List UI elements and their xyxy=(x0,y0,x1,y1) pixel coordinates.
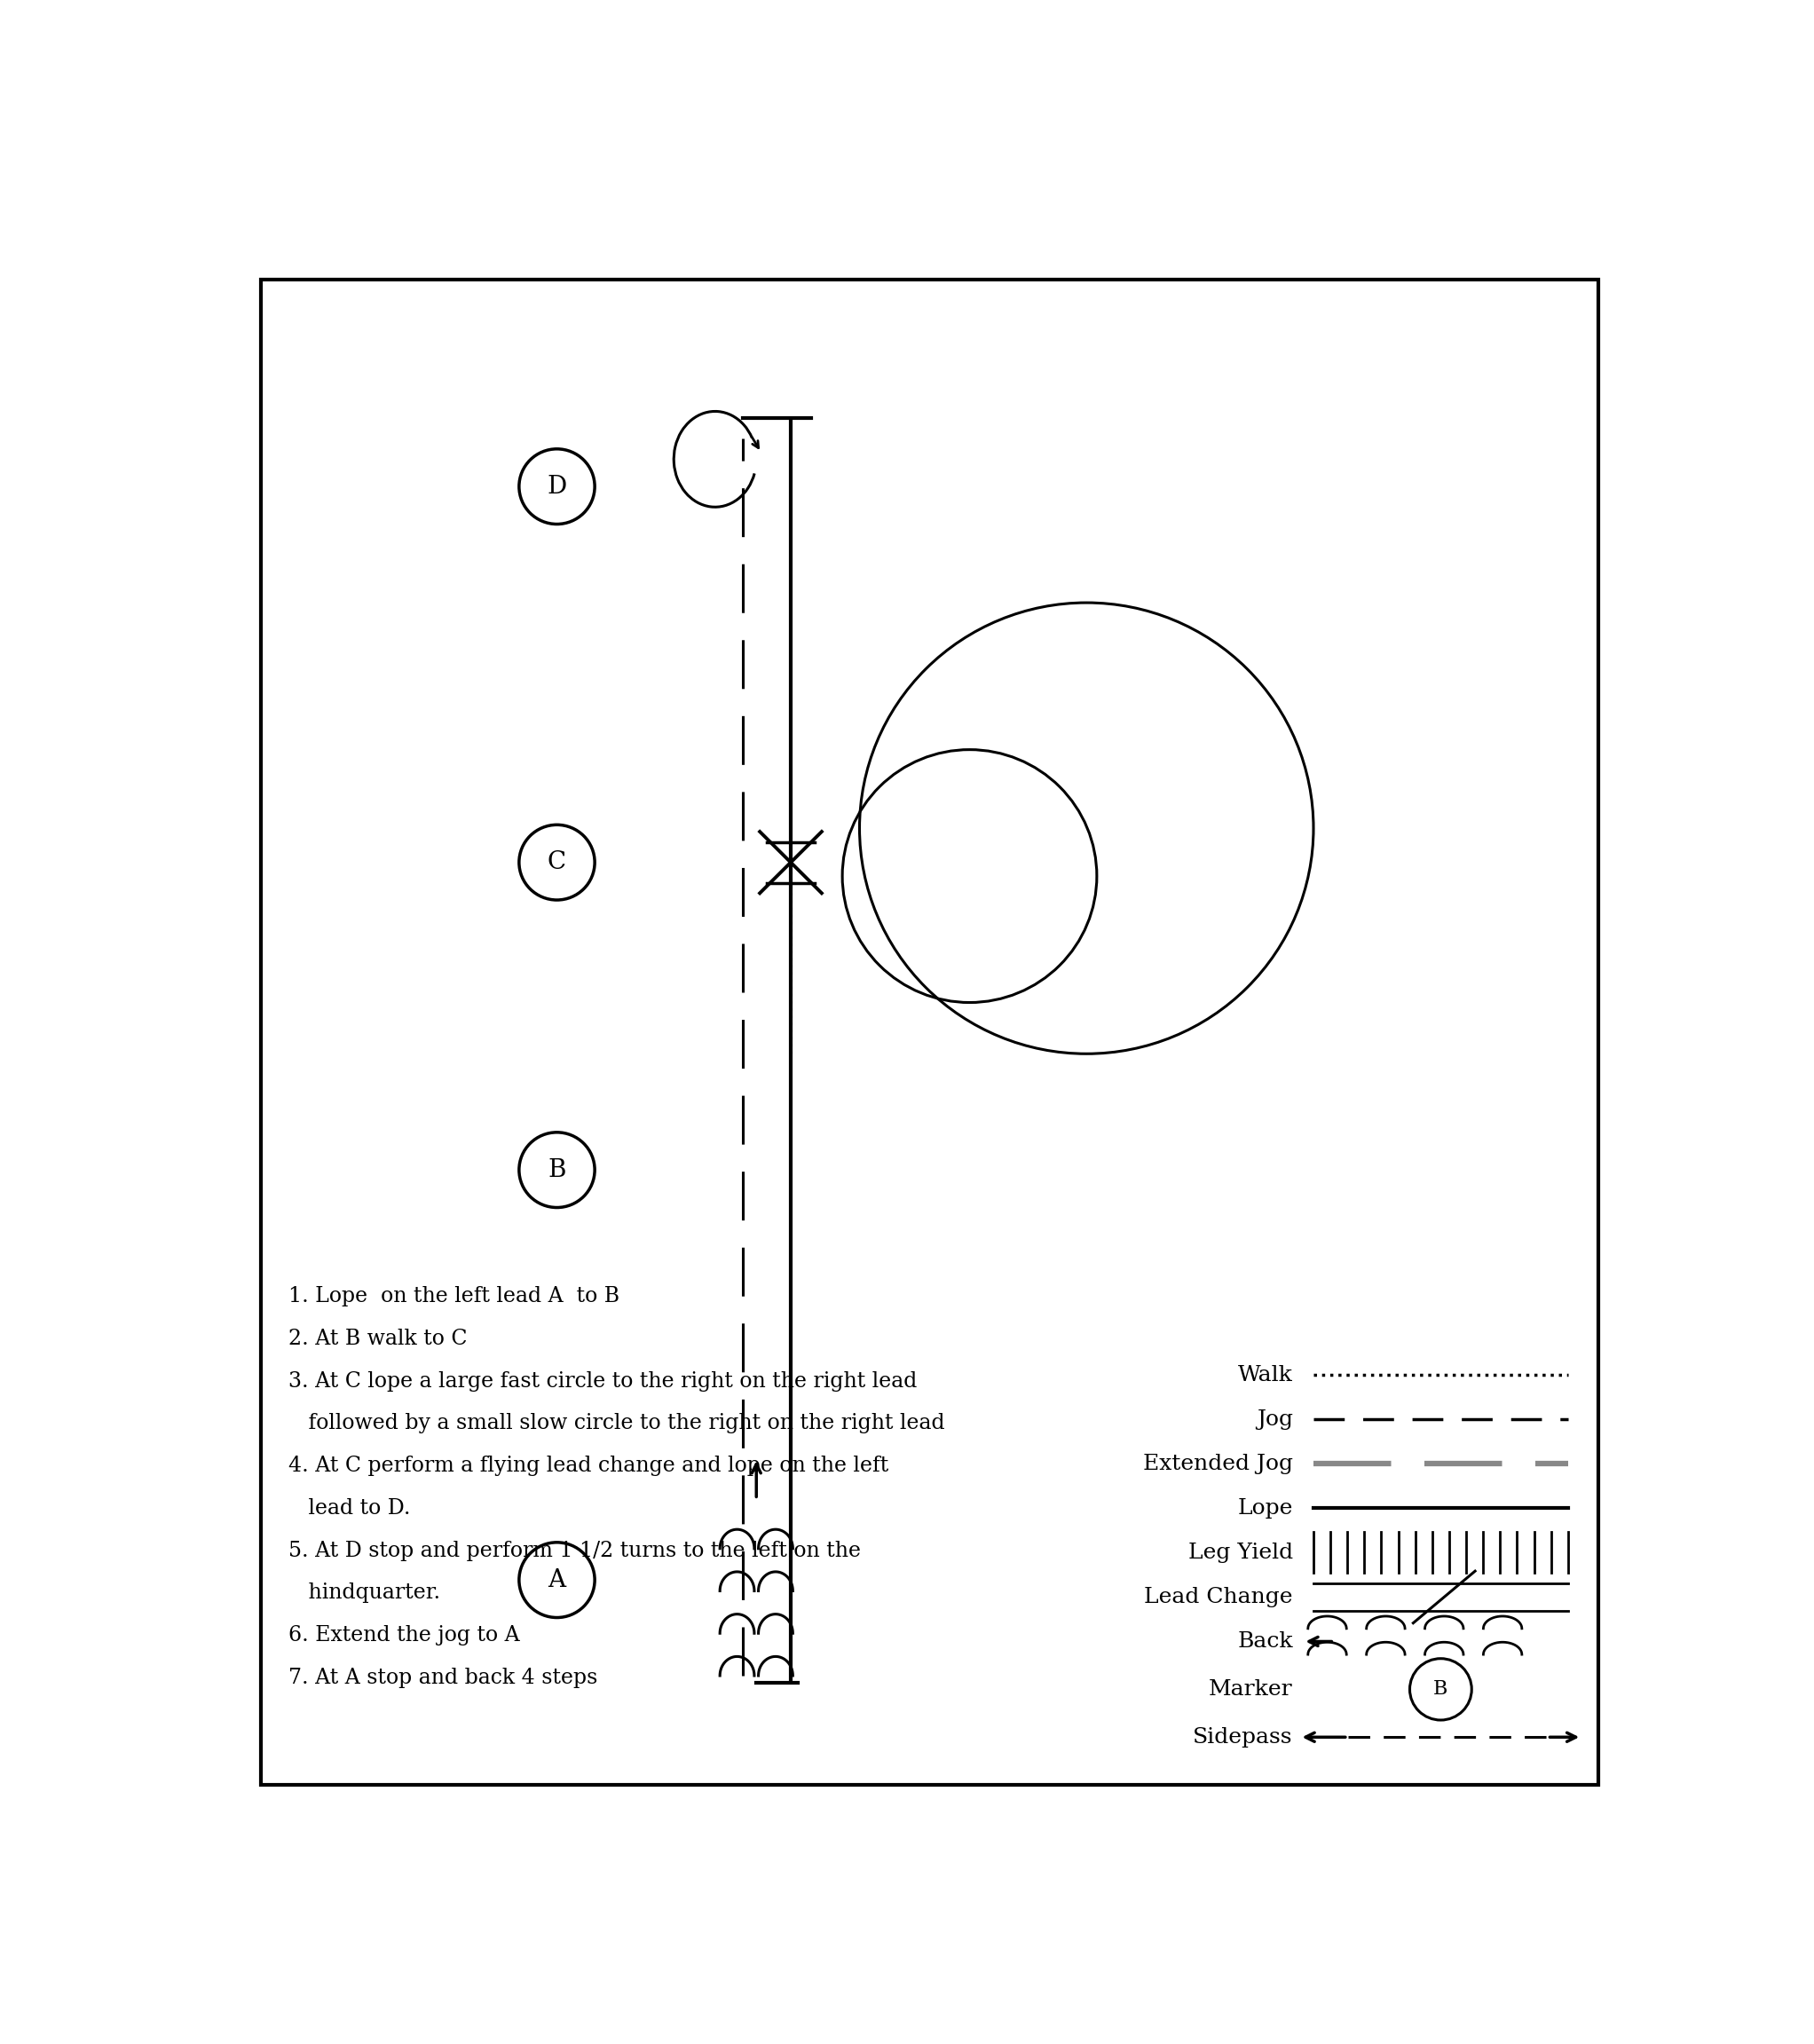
Text: B: B xyxy=(1433,1680,1448,1699)
Text: 5. At D stop and perform 1 1/2 turns to the left on the: 5. At D stop and perform 1 1/2 turns to … xyxy=(288,1541,862,1562)
Text: 1. Lope  on the left lead A  to B: 1. Lope on the left lead A to B xyxy=(288,1286,620,1306)
Text: B: B xyxy=(548,1159,566,1181)
Text: hindquarter.: hindquarter. xyxy=(288,1582,441,1602)
Text: 3. At C lope a large fast circle to the right on the right lead: 3. At C lope a large fast circle to the … xyxy=(288,1372,918,1392)
Text: Back: Back xyxy=(1237,1631,1293,1652)
Text: followed by a small slow circle to the right on the right lead: followed by a small slow circle to the r… xyxy=(288,1412,945,1433)
Text: 7. At A stop and back 4 steps: 7. At A stop and back 4 steps xyxy=(288,1668,599,1688)
Text: Walk: Walk xyxy=(1237,1365,1293,1386)
Text: C: C xyxy=(548,850,566,875)
Text: D: D xyxy=(548,474,566,499)
Text: Sidepass: Sidepass xyxy=(1194,1727,1293,1748)
Text: Marker: Marker xyxy=(1208,1678,1293,1699)
Text: 6. Extend the jog to A: 6. Extend the jog to A xyxy=(288,1625,521,1645)
Text: 4. At C perform a flying lead change and lope on the left: 4. At C perform a flying lead change and… xyxy=(288,1455,889,1476)
Text: lead to D.: lead to D. xyxy=(288,1498,410,1519)
Text: Leg Yield: Leg Yield xyxy=(1188,1543,1293,1564)
Text: A: A xyxy=(548,1568,566,1592)
Text: Extended Jog: Extended Jog xyxy=(1143,1453,1293,1474)
Text: Lead Change: Lead Change xyxy=(1145,1586,1293,1607)
Text: 2. At B walk to C: 2. At B walk to C xyxy=(288,1329,468,1349)
Text: Jog: Jog xyxy=(1257,1408,1293,1429)
Text: Lope: Lope xyxy=(1237,1498,1293,1519)
